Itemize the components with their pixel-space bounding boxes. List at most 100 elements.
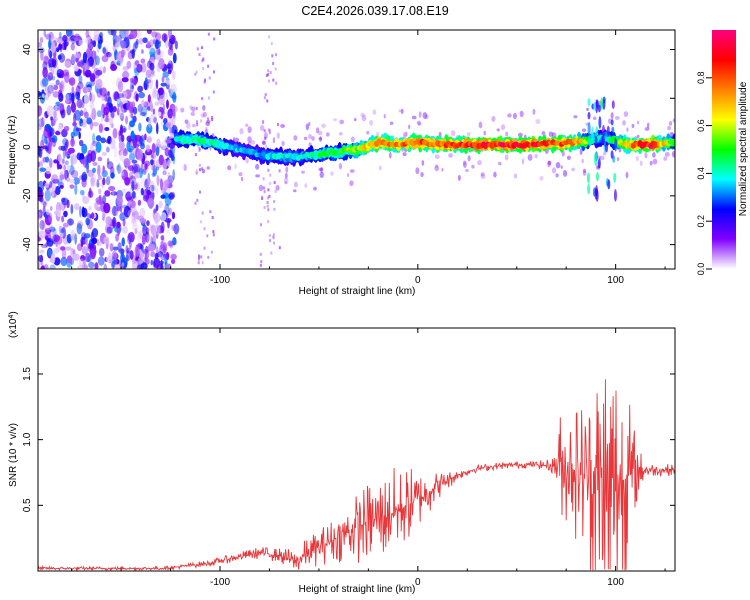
- spectrogram-noise-cell: [160, 82, 167, 87]
- spectrogram-scatter-cell: [191, 124, 196, 128]
- spectrogram-noise-cell: [157, 87, 164, 96]
- spectrogram-noise-cell: [61, 197, 69, 206]
- spectrogram-noise-cell: [75, 91, 80, 100]
- spectrogram-noise-cell: [97, 175, 102, 181]
- spectrogram-scatter-cell: [293, 189, 297, 193]
- spectrogram-noise-cell: [167, 207, 173, 216]
- spectrogram-scatter-cell: [421, 159, 425, 166]
- spectrogram-streak-cell: [259, 252, 262, 256]
- spectrogram-noise-cell: [151, 143, 156, 154]
- spectrogram-noise-cell: [84, 252, 91, 263]
- spectrogram-scatter-cell: [411, 115, 417, 120]
- spectrogram-noise-cell: [92, 161, 98, 166]
- spectrogram-xlabel: Height of straight line (km): [299, 286, 416, 297]
- spectrogram-noise-cell: [102, 47, 107, 54]
- spectrogram-noise-cell: [53, 84, 59, 91]
- spectrogram-noise-cell: [147, 197, 155, 209]
- spectrogram-noise-cell: [89, 102, 95, 110]
- spectrogram-noise-cell: [112, 216, 117, 228]
- spectrogram-noise-cell: [148, 77, 153, 90]
- spectrogram-burst-cell: [595, 172, 599, 182]
- spectrogram-streak-cell: [195, 171, 198, 175]
- spectrogram-noise-cell: [132, 205, 137, 213]
- spectrogram-noise-cell: [38, 47, 45, 54]
- spectrogram-noise-cell: [137, 199, 142, 206]
- spectrogram-noise-cell: [158, 58, 165, 70]
- spectrogram-noise-cell: [151, 172, 155, 177]
- spectrogram-noise-cell: [142, 168, 147, 175]
- spectrogram-streak-cell: [269, 238, 272, 242]
- spectrogram-streak-cell: [207, 32, 210, 36]
- spectrogram-noise-cell: [146, 41, 151, 49]
- spectrogram-noise-cell: [135, 38, 139, 46]
- spectrogram-streak-cell: [198, 163, 201, 167]
- spectrogram-noise-cell: [124, 30, 129, 38]
- spectrogram-scatter-cell: [201, 169, 206, 174]
- spectrogram-noise-cell: [122, 70, 130, 80]
- spectrogram-noise-cell: [83, 60, 87, 73]
- spectrogram-noise-cell: [140, 58, 146, 64]
- spectrogram-noise-cell: [41, 219, 47, 231]
- spectrogram-scatter-cell: [463, 161, 467, 168]
- snr-xtick-label: -100: [210, 577, 230, 588]
- spectrogram-noise-cell: [163, 117, 168, 125]
- spectrogram-noise-cell: [62, 222, 70, 228]
- spectrogram-noise-cell: [98, 123, 103, 134]
- spectrogram-streak-cell: [194, 72, 197, 76]
- spectrogram-noise-cell: [124, 176, 131, 186]
- spectrogram-streak-cell: [267, 168, 270, 172]
- spectrogram-scatter-cell: [667, 125, 671, 131]
- spectrogram-noise-cell: [100, 137, 106, 144]
- spectrogram-noise-cell: [146, 123, 153, 134]
- spectrogram-streak-cell: [274, 189, 277, 193]
- spectrogram-streak-cell: [212, 233, 215, 237]
- spectrogram-noise-cell: [136, 231, 141, 243]
- spectrogram-noise-cell: [85, 217, 90, 226]
- spectrogram-noise-cell: [144, 163, 148, 170]
- spectrogram-noise-cell: [155, 146, 160, 157]
- spectrogram-scatter-cell: [631, 123, 635, 129]
- spectrogram-noise-cell: [136, 148, 144, 161]
- spectrogram-noise-cell: [152, 165, 158, 176]
- spectrogram-noise-cell: [109, 243, 114, 252]
- spectrogram-scatter-cell: [315, 127, 320, 134]
- spectrogram-ytick-label: 40: [22, 44, 33, 56]
- spectrogram-noise-cell: [129, 250, 134, 260]
- spectrogram-scatter-cell: [241, 176, 244, 182]
- spectrogram-noise-cell: [98, 188, 102, 195]
- spectrogram-noise-cell: [38, 42, 43, 48]
- spectrogram-noise-cell: [106, 161, 114, 170]
- spectrogram-scatter-cell: [434, 154, 440, 160]
- spectrogram-noise-cell: [103, 106, 110, 116]
- spectrogram-noise-cell: [39, 190, 44, 199]
- spectrogram-noise-cell: [136, 63, 143, 73]
- spectrogram-scatter-cell: [547, 160, 552, 165]
- spectrogram-burst-cell: [606, 125, 610, 136]
- spectrogram-streak-cell: [198, 148, 201, 152]
- spectrogram-noise-cell: [104, 126, 110, 132]
- spectrogram-scatter-cell: [649, 160, 653, 166]
- spectrogram-noise-cell: [105, 146, 110, 153]
- spectrogram-scatter-cell: [379, 165, 382, 171]
- spectrogram-noise-cell: [66, 150, 72, 156]
- spectrogram-noise-cell: [61, 215, 65, 223]
- spectrogram-noise-cell: [161, 140, 167, 150]
- spectrogram-noise-cell: [157, 111, 162, 117]
- spectrogram-noise-cell: [133, 141, 137, 149]
- spectrogram-noise-cell: [128, 152, 136, 161]
- spectrogram-burst-cell: [601, 124, 605, 136]
- spectrogram-noise-cell: [39, 167, 47, 172]
- spectrogram-scatter-cell: [285, 166, 289, 173]
- spectrogram-noise-cell: [58, 225, 62, 233]
- spectrogram-noise-cell: [112, 246, 119, 251]
- spectrogram-scatter-cell: [636, 134, 640, 139]
- spectrogram-noise-cell: [38, 105, 43, 117]
- spectrogram-burst-cell: [594, 187, 598, 200]
- spectrogram-noise-cell: [117, 93, 125, 99]
- spectrogram-streak-cell: [207, 117, 210, 121]
- spectrogram-noise-cell: [38, 209, 43, 219]
- spectrogram-streak-cell: [278, 169, 281, 173]
- spectrogram-noise-cell: [101, 55, 109, 63]
- spectrogram-scatter-cell: [450, 130, 456, 137]
- spectrogram-scatter-cell: [539, 175, 544, 181]
